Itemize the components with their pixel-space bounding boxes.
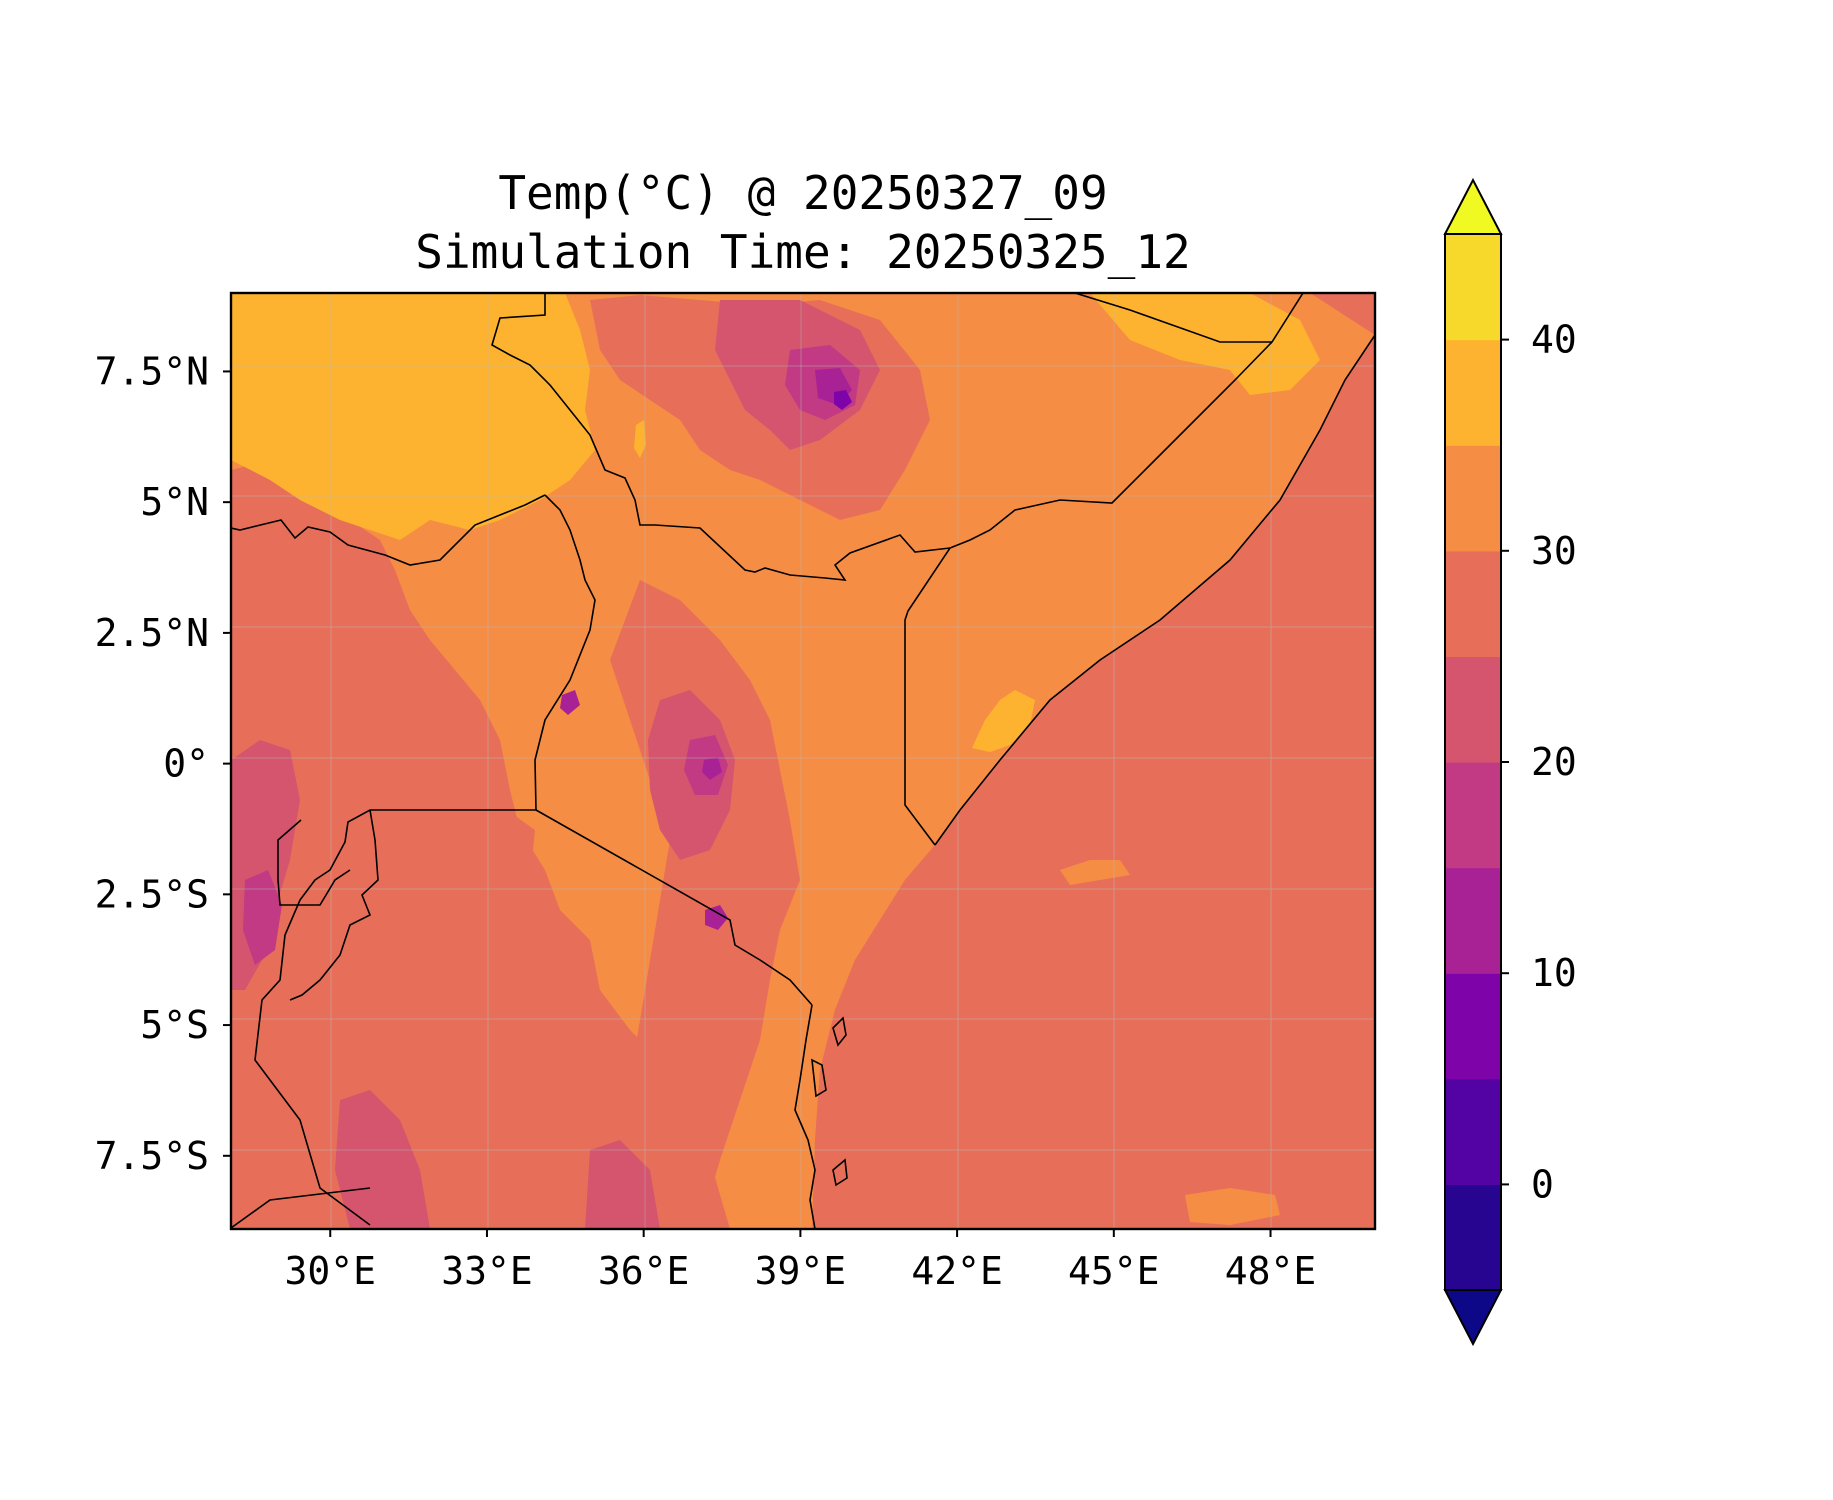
y-tick-label: 5°N (140, 480, 209, 524)
contour-5-10-ethiopia-core (834, 390, 852, 410)
x-tick-label: 48°E (1225, 1249, 1317, 1293)
colorbar-segment (1445, 339, 1501, 446)
map-frame (229, 291, 1377, 1231)
colorbar-tick-label: 30 (1531, 529, 1577, 573)
y-tick-label: 0° (163, 742, 209, 786)
colorbar-tick-label: 0 (1531, 1162, 1554, 1206)
colorbar-segment (1445, 550, 1501, 657)
contour-35-40-patch-ethiopia (634, 420, 646, 458)
contour-10-15-kilimanjaro (705, 905, 728, 930)
colorbar-tick-label: 40 (1531, 318, 1577, 362)
chart-subtitle: Simulation Time: 20250325_12 (415, 225, 1190, 279)
contour-15-20-lakes (243, 870, 282, 965)
contour-20-25-south (585, 1140, 660, 1229)
x-axis: 30°E 33°E 36°E 39°E 42°E 45°E 48°E (284, 1229, 1316, 1293)
contour-35-40-patch-somalia (972, 690, 1035, 752)
colorbar-segment (1445, 973, 1501, 1080)
y-axis: 7.5°N 5°N 2.5°N 0° 2.5°S 5°S 7.5°S (95, 349, 231, 1178)
colorbar-extend-min (1443, 1289, 1503, 1347)
contour-25-30-rift (590, 580, 800, 1229)
contour-20-25-sw (335, 1090, 430, 1229)
x-tick-label: 39°E (755, 1249, 847, 1293)
y-tick-label: 7.5°N (95, 349, 209, 393)
chart-title: Temp(°C) @ 20250327_09 (498, 166, 1107, 220)
x-tick-label: 33°E (441, 1249, 533, 1293)
ocean-warm-patch-2 (1185, 1188, 1280, 1225)
x-tick-label: 36°E (598, 1249, 690, 1293)
colorbar-segment (1445, 762, 1501, 869)
map-plot-area (231, 293, 1375, 1229)
indian-ocean (815, 335, 1375, 1229)
colorbar-segment (1445, 1184, 1501, 1291)
y-tick-label: 2.5°N (95, 611, 209, 655)
colorbar: 0 10 20 30 40 (1443, 177, 1577, 1347)
lake-victoria (380, 800, 535, 980)
x-tick-label: 45°E (1068, 1249, 1160, 1293)
colorbar-segment (1445, 445, 1501, 552)
x-tick-label: 30°E (284, 1249, 376, 1293)
graticule (231, 293, 1375, 1229)
colorbar-segment (1445, 234, 1501, 341)
contour-10-15-elgon (560, 690, 580, 715)
colorbar-tick-label: 20 (1531, 740, 1577, 784)
ocean-warm-patch-1 (1060, 860, 1130, 885)
contour-10-15-mt-kenya (702, 757, 722, 780)
y-tick-label: 5°S (140, 1003, 209, 1047)
x-tick-label: 42°E (911, 1249, 1003, 1293)
colorbar-tick-label: 10 (1531, 951, 1577, 995)
colorbar-segment (1445, 656, 1501, 763)
colorbar-extend-max (1443, 177, 1503, 235)
y-tick-label: 2.5°S (95, 872, 209, 916)
contour-35-40-band-ne (1090, 293, 1320, 395)
colorbar-segment (1445, 1078, 1501, 1185)
colorbar-segment (1445, 867, 1501, 974)
y-tick-label: 7.5°S (95, 1134, 209, 1178)
contour-35-40-band-north (231, 293, 595, 540)
country-borders (231, 293, 1375, 1229)
contour-30-35-band (231, 293, 1375, 1229)
